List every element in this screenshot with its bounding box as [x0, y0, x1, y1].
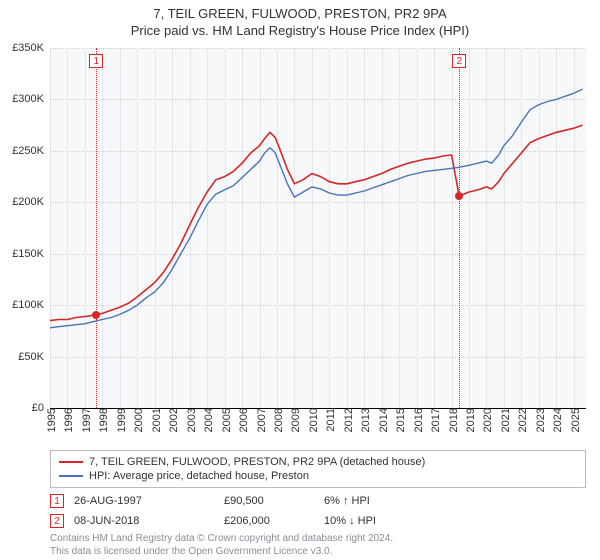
sale-row-marker: 1 — [50, 494, 64, 508]
x-axis-label: 2005 — [217, 408, 233, 432]
sale-marker-box: 1 — [89, 54, 103, 68]
y-axis-label: £300K — [12, 93, 50, 105]
x-axis-label: 1997 — [77, 408, 93, 432]
x-axis-label: 1998 — [94, 408, 110, 432]
x-axis-label: 2012 — [339, 408, 355, 432]
x-axis-label: 2017 — [426, 408, 442, 432]
x-axis-label: 2023 — [531, 408, 547, 432]
x-axis-label: 2003 — [182, 408, 198, 432]
legend-label-1: 7, TEIL GREEN, FULWOOD, PRESTON, PR2 9PA… — [89, 456, 425, 468]
y-axis-label: £200K — [12, 196, 50, 208]
y-axis-label: £150K — [12, 248, 50, 260]
legend-box: 7, TEIL GREEN, FULWOOD, PRESTON, PR2 9PA… — [50, 450, 586, 488]
sale-row-marker: 2 — [50, 514, 64, 528]
x-axis-label: 2020 — [478, 408, 494, 432]
x-axis-label: 2013 — [356, 408, 372, 432]
x-axis-label: 2004 — [199, 408, 215, 432]
y-axis-label: £100K — [12, 299, 50, 311]
footer-line-2: This data is licensed under the Open Gov… — [50, 545, 586, 558]
x-axis-label: 2009 — [286, 408, 302, 432]
sale-marker-box: 2 — [452, 54, 466, 68]
x-axis-label: 2025 — [566, 408, 582, 432]
legend-area: 7, TEIL GREEN, FULWOOD, PRESTON, PR2 9PA… — [50, 450, 586, 528]
plot-area: £0£50K£100K£150K£200K£250K£300K£350K1995… — [50, 48, 586, 409]
sale-row: 2 08-JUN-2018 £206,000 10% ↓ HPI — [50, 508, 586, 528]
legend-swatch-1 — [59, 461, 83, 463]
legend-label-2: HPI: Average price, detached house, Pres… — [89, 470, 309, 482]
footer-attribution: Contains HM Land Registry data © Crown c… — [50, 532, 586, 558]
legend-row-1: 7, TEIL GREEN, FULWOOD, PRESTON, PR2 9PA… — [59, 455, 577, 469]
x-axis-label: 2016 — [409, 408, 425, 432]
x-axis-label: 2014 — [374, 408, 390, 432]
sale-diff: 10% ↓ HPI — [324, 515, 586, 527]
sale-price: £206,000 — [224, 515, 314, 527]
x-axis-label: 1999 — [112, 408, 128, 432]
series-hpi — [50, 89, 583, 328]
x-axis-label: 2002 — [164, 408, 180, 432]
chart-container: 7, TEIL GREEN, FULWOOD, PRESTON, PR2 9PA… — [0, 0, 600, 560]
x-axis-label: 2000 — [129, 408, 145, 432]
x-axis-label: 2022 — [513, 408, 529, 432]
x-axis-label: 2011 — [321, 408, 337, 432]
sale-diff: 6% ↑ HPI — [324, 495, 586, 507]
x-axis-label: 2010 — [304, 408, 320, 432]
x-axis-label: 1996 — [59, 408, 75, 432]
x-axis-label: 2021 — [496, 408, 512, 432]
x-axis-label: 2001 — [147, 408, 163, 432]
sale-marker-dot — [455, 192, 463, 200]
chart-title: 7, TEIL GREEN, FULWOOD, PRESTON, PR2 9PA — [0, 0, 600, 21]
y-axis-label: £250K — [12, 145, 50, 157]
x-axis-label: 2007 — [252, 408, 268, 432]
chart-subtitle: Price paid vs. HM Land Registry's House … — [0, 21, 600, 42]
x-axis-label: 2006 — [234, 408, 250, 432]
legend-row-2: HPI: Average price, detached house, Pres… — [59, 469, 577, 483]
x-axis-label: 2008 — [269, 408, 285, 432]
series-price_paid — [50, 125, 583, 321]
sale-row: 1 26-AUG-1997 £90,500 6% ↑ HPI — [50, 488, 586, 508]
chart-lines — [50, 48, 586, 408]
y-axis-label: £50K — [18, 351, 50, 363]
x-axis-label: 2019 — [461, 408, 477, 432]
x-axis-label: 2018 — [444, 408, 460, 432]
sale-date: 26-AUG-1997 — [74, 495, 214, 507]
x-axis-label: 1995 — [42, 408, 58, 432]
sale-date: 08-JUN-2018 — [74, 515, 214, 527]
footer-line-1: Contains HM Land Registry data © Crown c… — [50, 532, 586, 545]
sale-price: £90,500 — [224, 495, 314, 507]
sale-marker-dot — [92, 311, 100, 319]
x-axis-label: 2024 — [548, 408, 564, 432]
legend-swatch-2 — [59, 475, 83, 477]
y-axis-label: £350K — [12, 42, 50, 54]
x-axis-label: 2015 — [391, 408, 407, 432]
